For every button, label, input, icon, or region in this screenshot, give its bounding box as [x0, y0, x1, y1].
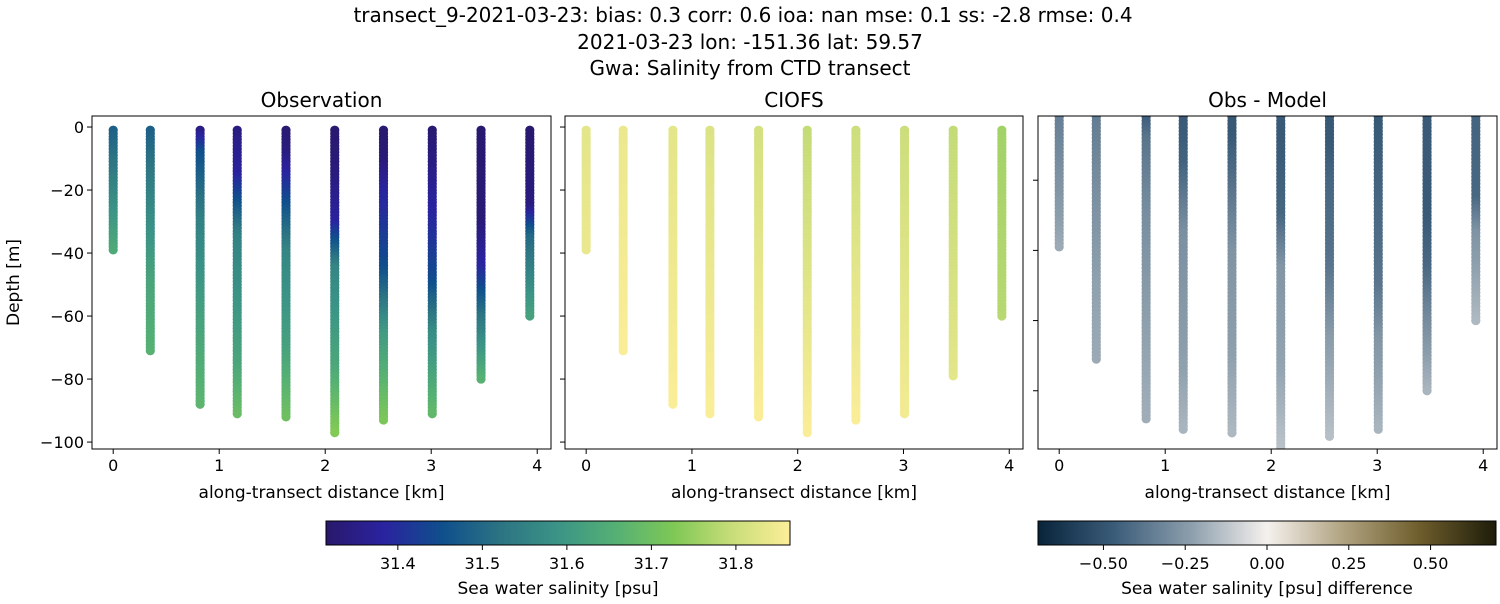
- colorbar-tick-label: −0.50: [1079, 554, 1128, 573]
- data-point: [1276, 445, 1286, 449]
- colorbar-tick-label: 0.25: [1331, 554, 1367, 573]
- y-tick-label: −100: [40, 433, 84, 452]
- x-tick-label: 1: [1160, 456, 1170, 475]
- colorbar-haline: 31.4 31.5 31.6 31.7 31.8 Sea water salinity […: [325, 520, 791, 599]
- x-tick-label: 3: [898, 456, 908, 475]
- y-tick-label: −60: [50, 307, 84, 326]
- data-point: [705, 409, 715, 419]
- data-point: [281, 412, 291, 422]
- data-point: [1471, 315, 1481, 326]
- data-point: [1422, 386, 1432, 396]
- x-tick-label: 0: [581, 456, 591, 475]
- x-tick-label: 4: [1004, 456, 1014, 475]
- x-tick-label: 2: [320, 456, 330, 475]
- panel-title: Obs - Model: [1208, 88, 1327, 112]
- data-point: [525, 311, 535, 321]
- colorbar-gradient: [325, 520, 791, 546]
- panel-obs-model: Obs - Model 0 1 2 3 4 along-transect distance …: [1033, 88, 1498, 503]
- suptitle-line-2: 2021-03-23 lon: -151.36 lat: 59.57: [577, 30, 923, 54]
- colorbar-tick-label: 31.6: [549, 554, 585, 573]
- y-tick-label: −40: [50, 244, 84, 263]
- colorbar-tick-label: 31.4: [380, 554, 416, 573]
- colorbar-tick-label: −0.25: [1161, 554, 1210, 573]
- data-point: [1373, 424, 1383, 434]
- y-tick-label: 0: [74, 118, 84, 137]
- colorbar-tick-label: 31.8: [718, 554, 754, 573]
- x-axis-label: along-transect distance [km]: [199, 483, 445, 503]
- data-point: [1324, 431, 1335, 441]
- axes-frame: [91, 115, 552, 450]
- data-point: [1054, 242, 1064, 252]
- panel-observation: Observation 0 1 2 3 4 0 −20 −40 −60 −80 −100 along-t…: [4, 88, 552, 503]
- y-tick-label: −80: [50, 370, 84, 389]
- axes-frame: [564, 115, 1024, 450]
- data-point: [899, 409, 910, 419]
- x-tick-label: 0: [108, 456, 118, 475]
- data-point: [1141, 414, 1151, 424]
- panel-ciofs: CIOFS 0 1 2 3 4 along-transect distance [km]: [560, 88, 1024, 503]
- data-point: [851, 415, 861, 425]
- x-axis-label: along-transect distance [km]: [1145, 483, 1391, 503]
- scatter-points: [581, 125, 1007, 438]
- data-point: [330, 428, 340, 438]
- data-point: [618, 346, 628, 356]
- data-point: [668, 399, 678, 409]
- x-tick-label: 4: [532, 456, 542, 475]
- x-tick-label: 2: [1266, 456, 1276, 475]
- x-tick-label: 2: [793, 456, 803, 475]
- x-tick-label: 0: [1054, 456, 1064, 475]
- colorbar-tick-label: 31.7: [634, 554, 670, 573]
- scatter-points: [1054, 116, 1481, 449]
- colorbar-gradient: [1037, 520, 1497, 546]
- panel-title: CIOFS: [764, 88, 823, 112]
- y-axis-label: Depth [m]: [4, 239, 24, 326]
- colorbar-tick-label: 31.5: [465, 554, 501, 573]
- data-point: [753, 412, 764, 422]
- data-point: [581, 245, 591, 255]
- suptitle-line-3: Gwa: Salinity from CTD transect: [590, 56, 911, 80]
- x-tick-label: 3: [426, 456, 436, 475]
- data-point: [1091, 354, 1101, 364]
- x-axis-label: along-transect distance [km]: [671, 483, 917, 503]
- data-point: [1178, 424, 1188, 434]
- panel-title: Observation: [261, 88, 383, 112]
- data-point: [108, 245, 118, 255]
- colorbar-tick-label: 0.50: [1413, 554, 1449, 573]
- suptitle-line-1: transect_9-2021-03-23: bias: 0.3 corr: 0…: [353, 3, 1132, 27]
- x-tick-label: 3: [1372, 456, 1382, 475]
- y-tick-label: −20: [50, 181, 84, 200]
- data-point: [378, 415, 389, 425]
- colorbar-label: Sea water salinity [psu] difference: [1121, 579, 1413, 599]
- data-point: [948, 371, 958, 381]
- colorbar-tick-label: 0.00: [1249, 554, 1285, 573]
- x-tick-label: 4: [1478, 456, 1488, 475]
- data-point: [195, 399, 205, 409]
- data-point: [145, 346, 155, 356]
- data-point: [802, 428, 812, 438]
- data-point: [476, 374, 486, 384]
- data-point: [232, 409, 242, 419]
- x-tick-label: 1: [214, 456, 224, 475]
- data-point: [427, 409, 437, 419]
- colorbar-label: Sea water salinity [psu]: [458, 579, 659, 599]
- axes-frame: [1037, 115, 1498, 450]
- x-tick-label: 1: [687, 456, 697, 475]
- data-point: [1227, 428, 1237, 438]
- data-point: [997, 311, 1007, 321]
- scatter-points: [108, 125, 535, 438]
